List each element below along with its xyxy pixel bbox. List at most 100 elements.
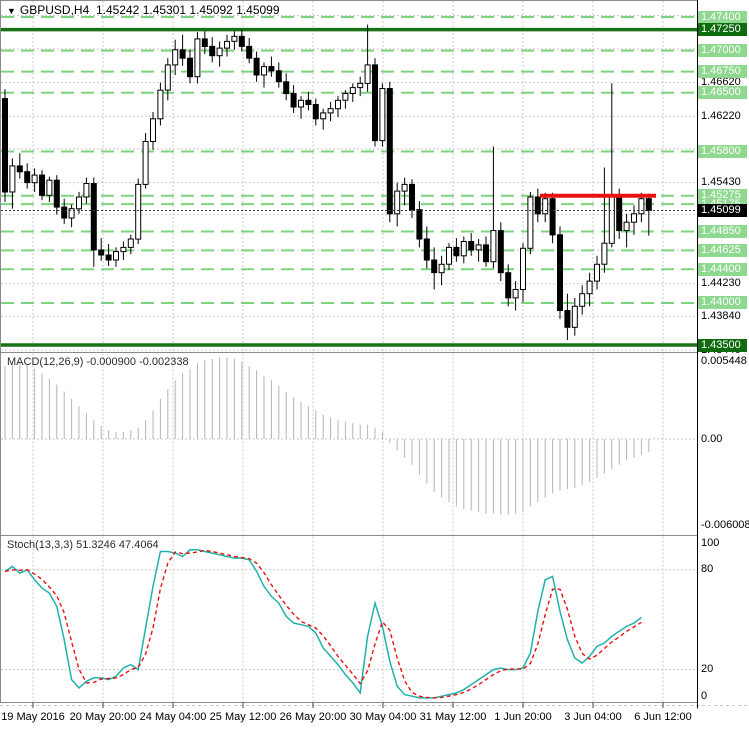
stoch-signal-line	[4, 549, 642, 699]
price-level-badge: 1.45800	[698, 145, 747, 159]
candle-body	[460, 241, 467, 257]
candle-body	[512, 289, 519, 299]
candle-body	[438, 263, 445, 274]
candle-body	[135, 183, 142, 240]
price-level-badge: 1.46750	[698, 65, 747, 79]
candle-body	[290, 93, 297, 108]
candle-body	[172, 49, 179, 66]
candle-body	[283, 81, 290, 95]
candle-body	[505, 272, 512, 299]
candle-body	[520, 247, 526, 291]
time-label: 3 Jun 04:00	[564, 711, 622, 723]
candle-body	[475, 244, 482, 251]
candle-body	[150, 118, 156, 143]
candle-body	[105, 254, 112, 261]
price-label: 1.43840	[701, 309, 741, 322]
candle-body	[157, 89, 164, 120]
candle-body	[83, 183, 90, 198]
candle-body	[497, 230, 504, 274]
price-label: 1.44230	[701, 277, 741, 290]
candle-body	[305, 99, 312, 106]
candle-body	[238, 35, 245, 47]
candle-body	[46, 179, 53, 196]
candle-body	[253, 57, 260, 76]
candle-body	[76, 196, 82, 210]
candle-body	[394, 190, 401, 215]
candle-body	[401, 183, 408, 192]
ohlc-low: 1.45092	[189, 3, 233, 17]
candle-body	[409, 183, 415, 211]
candle-body	[342, 93, 349, 101]
candle-body	[364, 64, 371, 84]
candle-body	[127, 238, 134, 248]
candle-body	[68, 208, 75, 219]
ohlc-close: 1.45099	[236, 3, 280, 17]
candle-body	[616, 196, 623, 232]
candle-body	[564, 310, 571, 328]
price-level-badge-strong: 1.47250	[698, 23, 747, 37]
candle-body	[320, 112, 327, 120]
candle-body	[209, 45, 216, 57]
candle-body	[483, 244, 489, 263]
candle-body	[246, 45, 253, 59]
candle-body	[527, 196, 534, 249]
candle-body	[142, 141, 149, 185]
candle-body	[120, 246, 127, 253]
price-level-badge: 1.44400	[698, 262, 747, 276]
price-label: 1.46220	[701, 109, 741, 122]
price-level-badge: 1.44850	[698, 225, 747, 238]
candle-body	[268, 66, 275, 72]
candle-body	[312, 104, 319, 120]
candle-body	[335, 99, 341, 110]
price-label: 1.46620	[701, 76, 741, 89]
candle-body	[623, 221, 630, 232]
time-label: 25 May 12:00	[209, 711, 277, 723]
candle-body	[386, 88, 393, 215]
chevron-down-icon[interactable]: ▼	[7, 6, 16, 16]
candle-body	[446, 246, 452, 265]
candle-body	[608, 196, 615, 244]
candle-body	[557, 234, 563, 311]
candle-body	[31, 174, 38, 184]
candle-body	[534, 196, 541, 215]
current-price-badge: 1.45099	[698, 204, 747, 217]
candle-body	[16, 165, 23, 173]
price-axis[interactable]: 1.466201.462201.454301.450501.442301.438…	[698, 0, 749, 731]
candle-body	[349, 87, 356, 94]
candle-body	[98, 249, 105, 256]
ohlc-open: 1.45242	[95, 3, 140, 17]
stoch-axis-label: 80	[701, 563, 714, 576]
time-label: 20 May 20:00	[69, 711, 137, 723]
macd-axis-label: 0.00	[701, 432, 723, 445]
candle-body	[201, 38, 208, 48]
candle-body	[224, 40, 230, 49]
time-label: 24 May 04:00	[139, 711, 207, 723]
macd-indicator-label: MACD(12,26,9) -0.000900 -0.002338	[7, 356, 189, 368]
candle-body	[187, 57, 193, 78]
candle-body	[39, 174, 45, 196]
price-level-badge: 1.47000	[698, 44, 747, 58]
candle-body	[24, 171, 31, 184]
candles[interactable]	[2, 24, 652, 340]
candle-body	[571, 305, 578, 328]
candle-body	[431, 259, 438, 274]
time-label: 19 May 2016	[1, 711, 65, 723]
candle-body	[423, 238, 430, 261]
candle-body	[275, 70, 282, 83]
candle-body	[327, 108, 334, 114]
time-label: 6 Jun 12:00	[634, 711, 692, 723]
candle-body	[453, 246, 460, 257]
time-label: 26 May 20:00	[279, 711, 347, 723]
stoch-axis-label: 100	[701, 536, 720, 549]
candle-body	[61, 206, 68, 219]
price-level-badge: 1.47400	[698, 10, 747, 24]
candle-body	[586, 280, 593, 295]
candle-body	[379, 88, 386, 142]
candle-body	[594, 263, 600, 282]
symbol-label: GBPUSD,H4	[19, 3, 90, 17]
candle-body	[357, 82, 364, 89]
price-level-badge: 1.44625	[698, 243, 747, 257]
candle-body	[416, 209, 423, 240]
candle-body	[53, 179, 60, 208]
